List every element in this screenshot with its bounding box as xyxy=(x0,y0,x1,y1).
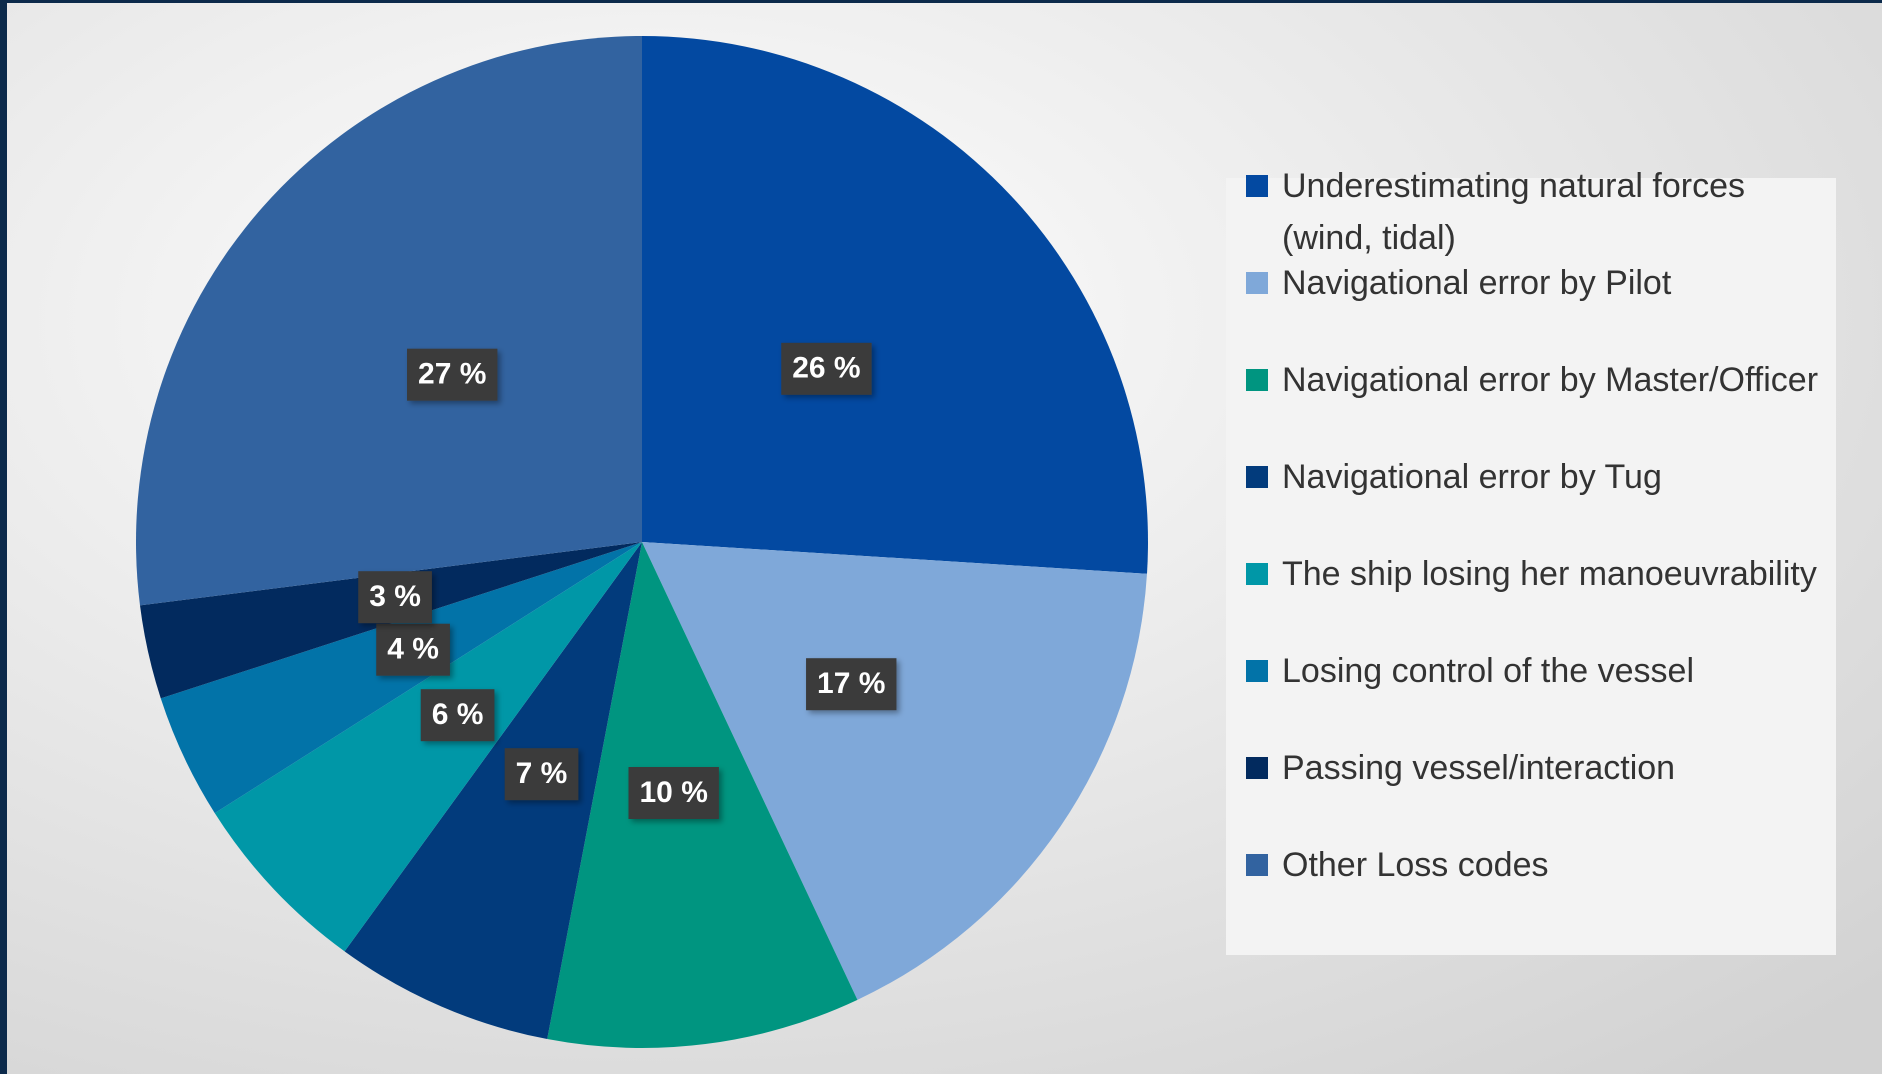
data-label: 4 % xyxy=(387,633,439,666)
data-label-box xyxy=(420,689,495,742)
legend-entry: Navigational error by Master/Officer xyxy=(1246,354,1821,406)
data-label-box xyxy=(628,767,719,820)
legend-entry: Losing control of the vessel xyxy=(1246,645,1821,697)
legend-swatch xyxy=(1246,563,1268,585)
pie-slice xyxy=(214,542,642,952)
pie-slice xyxy=(135,36,642,606)
legend-label: Navigational error by Master/Officer xyxy=(1282,361,1819,399)
data-label-box xyxy=(358,571,432,624)
legend-entry: Navigational error by Pilot xyxy=(1246,257,1821,309)
data-label: 27 % xyxy=(418,358,486,391)
legend-swatch xyxy=(1246,466,1268,488)
legend-label: Underestimating natural forces (wind, ti… xyxy=(1282,167,1746,257)
legend-swatch xyxy=(1246,757,1268,779)
legend-swatch xyxy=(1246,854,1268,876)
pie-slice xyxy=(344,542,642,1040)
legend-swatch xyxy=(1246,272,1268,294)
pie-slice xyxy=(642,36,1148,574)
pie-slice xyxy=(642,542,1148,1000)
data-label: 3 % xyxy=(369,580,421,613)
legend-swatch xyxy=(1246,369,1268,391)
data-label: 26 % xyxy=(792,352,860,385)
legend-entry: Passing vessel/interaction xyxy=(1246,742,1821,794)
legend-entry: The ship losing her manoeuvrability xyxy=(1246,548,1821,600)
legend-swatch xyxy=(1246,660,1268,682)
legend-label: The ship losing her manoeuvrability xyxy=(1282,555,1817,593)
legend-entry: Navigational error by Tug xyxy=(1246,451,1821,503)
data-label-box xyxy=(407,348,498,401)
left-border xyxy=(0,0,7,1074)
legend-swatch xyxy=(1246,175,1268,197)
legend-label: Navigational error by Tug xyxy=(1282,458,1662,496)
legend-entry: Other Loss codes xyxy=(1246,839,1821,891)
data-label-box xyxy=(806,658,897,711)
data-label-box xyxy=(781,342,872,395)
data-label-box xyxy=(504,748,579,801)
legend-entry: Underestimating natural forces (wind, ti… xyxy=(1246,160,1821,264)
data-label: 7 % xyxy=(516,757,568,790)
legend-label: Passing vessel/interaction xyxy=(1282,749,1676,787)
legend: Underestimating natural forces (wind, ti… xyxy=(1226,167,1836,955)
legend-label: Other Loss codes xyxy=(1282,846,1549,884)
data-labels: 26 % 17 % 10 % 7 % 6 % 4 % 3 % 27 % xyxy=(358,342,897,820)
data-label: 6 % xyxy=(432,698,484,731)
data-label: 17 % xyxy=(817,667,885,700)
data-label: 10 % xyxy=(640,776,708,809)
legend-label: Navigational error by Pilot xyxy=(1282,264,1672,302)
top-border xyxy=(0,0,1882,3)
data-label-box xyxy=(376,623,450,676)
legend-label: Losing control of the vessel xyxy=(1282,652,1695,690)
pie xyxy=(135,36,1148,1048)
pie-slice xyxy=(160,542,643,814)
